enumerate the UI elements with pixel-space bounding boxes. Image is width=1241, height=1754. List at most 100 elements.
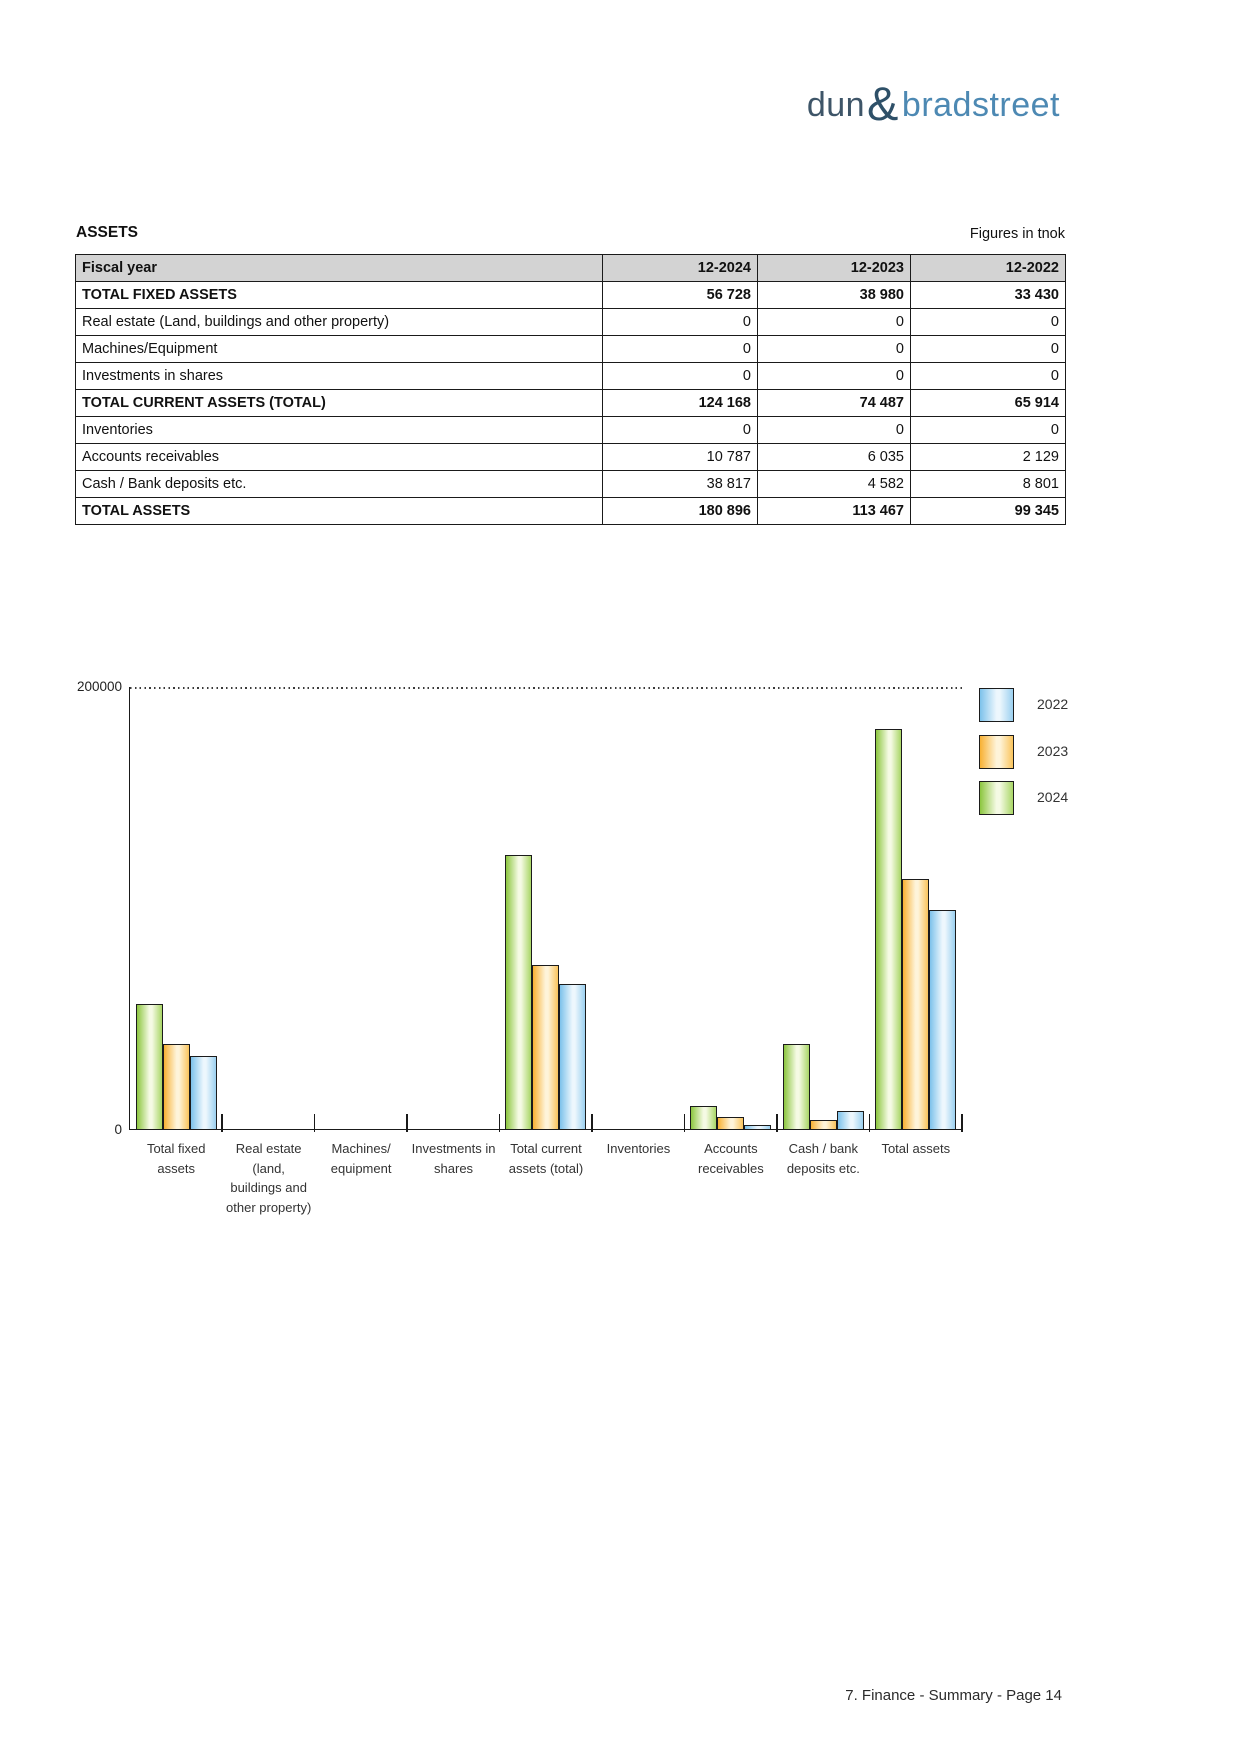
x-category-label-line: shares bbox=[434, 1160, 474, 1176]
x-category-label-line: (land, bbox=[252, 1160, 285, 1176]
bar-2024-total-fixed-assets bbox=[135, 1004, 163, 1130]
row-label-cell: Accounts receivables bbox=[75, 443, 603, 471]
value-cell: 0 bbox=[910, 308, 1066, 336]
value-cell: 0 bbox=[757, 416, 911, 444]
row-label-cell: Machines/Equipment bbox=[75, 335, 603, 363]
bar-2022-total-assets bbox=[929, 910, 957, 1130]
legend-swatch-2024 bbox=[979, 781, 1014, 815]
value-cell: 8 801 bbox=[910, 470, 1066, 498]
value-cell: 74 487 bbox=[757, 389, 911, 417]
table-row: Accounts receivables 10 787 6 035 2 129 bbox=[75, 443, 1066, 471]
row-label-cell: Real estate (Land, buildings and other p… bbox=[75, 308, 603, 336]
x-category-label-line: Investments in bbox=[411, 1141, 496, 1156]
table-header-row: Fiscal year 12-2024 12-2023 12-2022 bbox=[75, 254, 1066, 282]
table-row: TOTAL CURRENT ASSETS (TOTAL) 124 168 74 48… bbox=[75, 389, 1066, 417]
x-category-label-line: other property) bbox=[226, 1199, 312, 1215]
bar-2023-total-assets bbox=[902, 879, 930, 1130]
bar-2023-total-fixed-assets bbox=[162, 1044, 190, 1130]
legend-swatch-2023 bbox=[979, 734, 1014, 769]
row-label-cell: TOTAL CURRENT ASSETS (TOTAL) bbox=[75, 389, 603, 417]
value-cell: 0 bbox=[757, 362, 911, 390]
x-category-label-line: Total assets bbox=[881, 1141, 951, 1156]
bar-2024-accounts-receivables bbox=[690, 1106, 718, 1130]
y-tick-label-200000: 200000 bbox=[76, 679, 122, 694]
x-category-label: Total fixed assets bbox=[130, 1139, 222, 1178]
figures-unit-note: Figures in tnok bbox=[969, 226, 1065, 242]
axis-tick bbox=[498, 1114, 501, 1132]
table-row: TOTAL FIXED ASSETS 56 728 38 980 33 430 bbox=[75, 281, 1066, 309]
logo-text-bradstreet: bradstreet bbox=[901, 86, 1060, 124]
table-row: Machines/Equipment 0 0 0 bbox=[75, 335, 1066, 363]
x-category-label-line: Cash / bank bbox=[788, 1141, 859, 1156]
bar-2023-total-current-assets-total bbox=[532, 965, 560, 1130]
value-cell: 0 bbox=[910, 335, 1066, 363]
value-cell: 124 168 bbox=[602, 389, 758, 417]
x-category-label-line: Total fixed bbox=[146, 1141, 206, 1156]
table-row: TOTAL ASSETS 180 896 113 467 99 345 bbox=[75, 497, 1066, 525]
y-tick-label-0: 0 bbox=[114, 1122, 122, 1137]
row-label-cell: Cash / Bank deposits etc. bbox=[75, 470, 603, 498]
table-row: Cash / Bank deposits etc. 38 817 4 582 8 80… bbox=[75, 470, 1066, 498]
x-category-label-line: Total current bbox=[510, 1141, 582, 1156]
value-cell: 0 bbox=[910, 362, 1066, 390]
value-cell: 0 bbox=[910, 416, 1066, 444]
x-category-label-line: receivables bbox=[697, 1160, 764, 1176]
x-category-label-line: buildings and bbox=[230, 1180, 307, 1195]
gridline-200000 bbox=[130, 687, 962, 689]
y-axis-line bbox=[128, 687, 130, 1130]
x-category-label-line: equipment bbox=[330, 1160, 392, 1176]
x-category-label: Investments in shares bbox=[407, 1139, 499, 1178]
row-label-cell: TOTAL ASSETS bbox=[75, 497, 603, 525]
value-cell: 0 bbox=[602, 308, 758, 336]
value-cell: 0 bbox=[602, 362, 758, 390]
legend-label-2022: 2022 bbox=[1037, 696, 1069, 712]
value-cell: 0 bbox=[602, 416, 758, 444]
row-label-cell: Inventories bbox=[75, 416, 603, 444]
value-cell: 6 035 bbox=[757, 443, 911, 471]
value-cell: 113 467 bbox=[757, 497, 911, 525]
bar-2022-cash-bank-deposits-etc bbox=[836, 1111, 864, 1130]
table-row: Inventories 0 0 0 bbox=[75, 416, 1066, 444]
x-category-label-line: Inventories bbox=[606, 1141, 671, 1156]
table-row: Real estate (Land, buildings and other p… bbox=[75, 308, 1066, 336]
axis-tick bbox=[776, 1114, 778, 1132]
bar-2023-cash-bank-deposits-etc bbox=[809, 1120, 837, 1130]
section-title-assets: ASSETS bbox=[76, 224, 139, 241]
row-label-cell: Investments in shares bbox=[75, 362, 603, 390]
x-category-label-line: Accounts bbox=[704, 1141, 758, 1156]
axis-tick bbox=[683, 1114, 686, 1132]
axis-tick bbox=[868, 1114, 871, 1132]
value-cell: 2 129 bbox=[910, 443, 1066, 471]
legend-swatch-2022 bbox=[979, 688, 1014, 722]
value-cell: 10 787 bbox=[602, 443, 758, 471]
axis-tick bbox=[591, 1114, 593, 1132]
x-category-label: Real estate (land, buildings and other prop… bbox=[222, 1139, 314, 1217]
year-header-cell-2022: 12-2022 bbox=[910, 254, 1066, 282]
value-cell: 38 980 bbox=[757, 281, 911, 309]
bar-2024-total-assets bbox=[875, 729, 903, 1130]
legend-label-2023: 2023 bbox=[1037, 742, 1069, 759]
logo-text-dun: dun bbox=[806, 86, 866, 124]
value-cell: 0 bbox=[757, 308, 911, 336]
axis-tick bbox=[406, 1114, 408, 1132]
x-category-label-line: Real estate bbox=[235, 1141, 302, 1156]
assets-table: Fiscal year 12-2024 12-2023 12-2022 TOTA… bbox=[75, 254, 1066, 525]
bar-2024-total-current-assets-total bbox=[505, 855, 533, 1130]
table-row: Investments in shares 0 0 0 bbox=[75, 362, 1066, 390]
legend-label-2024: 2024 bbox=[1037, 789, 1069, 805]
bar-2022-total-fixed-assets bbox=[189, 1056, 217, 1130]
value-cell: 33 430 bbox=[910, 281, 1066, 309]
x-category-label: Total current assets (total) bbox=[500, 1139, 592, 1178]
fiscal-year-header-cell: Fiscal year bbox=[75, 254, 603, 282]
dun-bradstreet-logo: dun&bradstreet bbox=[806, 72, 1060, 130]
x-axis-line bbox=[128, 1128, 962, 1130]
value-cell: 38 817 bbox=[602, 470, 758, 498]
bar-2024-cash-bank-deposits-etc bbox=[782, 1044, 810, 1130]
bar-2022-accounts-receivables bbox=[744, 1125, 772, 1130]
x-category-label-line: deposits etc. bbox=[786, 1160, 860, 1176]
value-cell: 0 bbox=[602, 335, 758, 363]
year-header-cell-2023: 12-2023 bbox=[757, 254, 911, 282]
value-cell: 0 bbox=[757, 335, 911, 363]
bar-2022-total-current-assets-total bbox=[559, 984, 587, 1130]
value-cell: 99 345 bbox=[910, 497, 1066, 525]
